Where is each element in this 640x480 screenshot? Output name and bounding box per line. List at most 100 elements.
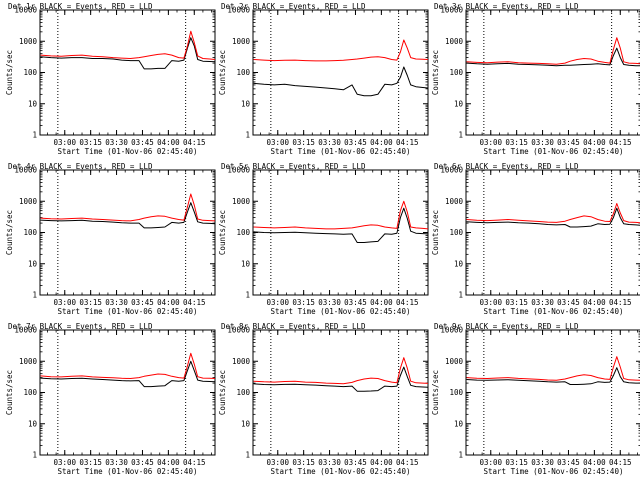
panel-title: Det 5r BLACK = Events, RED = LLD [221,162,366,171]
x-axis-label: Start Time (01-Nov-06 02:45:40) [271,147,411,156]
y-tick-label: 100 [236,388,250,397]
y-tick-label: 1 [32,131,37,140]
y-tick-label: 100 [449,388,463,397]
x-tick-label: 03:15 [79,298,102,307]
x-tick-label: 03:00 [53,138,76,147]
x-tick-label: 03:30 [531,298,554,307]
y-tick-label: 1 [32,291,37,300]
plot-frame [39,169,216,296]
y-axis-label: Counts/sec [431,50,440,95]
x-tick-label: 03:30 [531,458,554,467]
x-tick-label: 04:15 [183,298,206,307]
x-tick-label: 03:15 [505,298,528,307]
y-tick-label: 10000 [14,326,37,335]
y-axis-label: Counts/sec [5,50,14,95]
x-axis-label: Start Time (01-Nov-06 02:45:40) [58,307,198,316]
x-tick-label: 03:00 [53,458,76,467]
y-tick-label: 10000 [440,6,463,15]
x-axis-label: Start Time (01-Nov-06 02:45:40) [484,307,624,316]
x-tick-label: 04:15 [396,298,419,307]
y-tick-label: 1 [32,451,37,460]
x-tick-label: 04:15 [609,298,632,307]
y-tick-label: 10 [454,419,464,428]
x-tick-label: 03:15 [292,458,315,467]
events-rate-line [40,37,216,70]
x-tick-label: 03:15 [79,138,102,147]
x-tick-label: 04:00 [157,138,180,147]
x-tick-label: 03:15 [79,458,102,467]
lld-rate-line [40,352,216,379]
x-tick-label: 03:00 [479,458,502,467]
detector-panel: Det 8r BLACK = Events, RED = LLD 1 10 100 10… [218,322,429,476]
y-tick-label: 100 [236,228,250,237]
x-tick-label: 03:30 [105,298,128,307]
y-tick-label: 1000 [19,357,38,366]
x-tick-label: 03:15 [292,138,315,147]
y-tick-label: 100 [449,228,463,237]
y-axis-label: Counts/sec [431,370,440,415]
x-tick-label: 04:15 [609,458,632,467]
x-axis-label: Start Time (01-Nov-06 02:45:40) [271,307,411,316]
y-tick-label: 1 [458,291,463,300]
x-axis-label: Start Time (01-Nov-06 02:45:40) [271,467,411,476]
y-tick-label: 10000 [227,166,250,175]
x-tick-label: 03:45 [344,458,367,467]
events-rate-line [253,366,429,392]
y-tick-label: 10 [28,419,38,428]
plot-frame [465,329,640,456]
panel-title: Det 7r BLACK = Events, RED = LLD [8,322,153,331]
y-tick-label: 1 [245,451,250,460]
y-tick-label: 1000 [232,37,251,46]
x-tick-label: 04:00 [157,458,180,467]
lld-rate-line [253,357,429,385]
events-rate-line [40,360,216,388]
x-tick-label: 04:00 [583,138,606,147]
x-tick-label: 04:15 [396,458,419,467]
y-tick-label: 1000 [445,37,464,46]
detector-panel: Det 7r BLACK = Events, RED = LLD 1 10 100 10… [5,322,216,476]
y-tick-label: 1 [458,451,463,460]
y-tick-label: 10000 [227,6,250,15]
y-tick-label: 10000 [440,166,463,175]
plot-frame [252,329,429,456]
x-tick-label: 04:15 [183,458,206,467]
x-tick-label: 03:45 [131,298,154,307]
x-tick-label: 03:45 [557,458,580,467]
x-tick-label: 03:30 [318,138,341,147]
y-tick-label: 100 [236,68,250,77]
y-tick-label: 10000 [14,166,37,175]
lld-rate-line [40,30,216,60]
detector-panel: Det 1r BLACK = Events, RED = LLD 1 10 100 10… [5,2,216,156]
x-tick-label: 03:00 [53,298,76,307]
x-axis-label: Start Time (01-Nov-06 02:45:40) [484,147,624,156]
y-tick-label: 10 [241,419,251,428]
y-tick-label: 1000 [19,197,38,206]
x-tick-label: 04:00 [370,298,393,307]
y-tick-label: 100 [449,68,463,77]
y-tick-label: 10000 [14,6,37,15]
y-axis-label: Counts/sec [431,210,440,255]
lld-rate-line [466,356,640,381]
x-tick-label: 04:00 [370,458,393,467]
x-axis-label: Start Time (01-Nov-06 02:45:40) [484,467,624,476]
x-tick-label: 04:15 [183,138,206,147]
y-axis-label: Counts/sec [5,370,14,415]
y-tick-label: 10 [28,259,38,268]
y-tick-label: 100 [23,228,37,237]
x-tick-label: 03:15 [505,138,528,147]
panel-title: Det 1r BLACK = Events, RED = LLD [8,2,153,11]
y-tick-label: 10000 [227,326,250,335]
x-tick-label: 03:00 [266,138,289,147]
x-tick-label: 04:15 [396,138,419,147]
y-tick-label: 10000 [440,326,463,335]
panel-title: Det 8r BLACK = Events, RED = LLD [221,322,366,331]
lld-rate-line [253,200,429,230]
y-tick-label: 10 [241,259,251,268]
lld-rate-line [466,203,640,224]
detector-panel: Det 5r BLACK = Events, RED = LLD 1 10 100 10… [218,162,429,316]
lld-rate-line [253,39,429,62]
panel-title: Det 3r BLACK = Events, RED = LLD [434,2,579,11]
lld-rate-line [40,193,216,222]
y-axis-label: Counts/sec [218,210,227,255]
events-rate-line [253,207,429,243]
